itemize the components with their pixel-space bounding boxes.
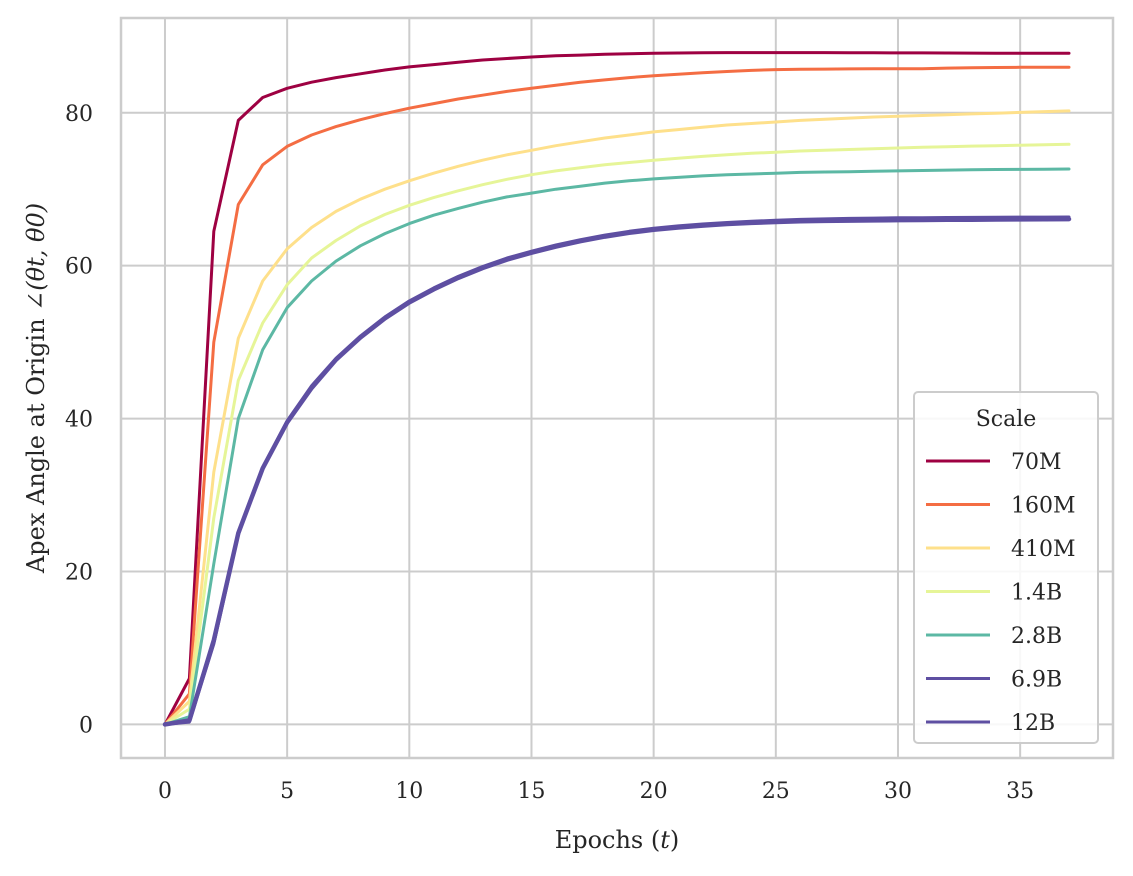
x-tick-label: 30 <box>884 779 912 804</box>
legend: Scale 70M 160M 410M 1.4B 2.8B 6.9B 12B <box>913 391 1099 744</box>
x-tick-label: 25 <box>762 779 790 804</box>
series-line-70m <box>163 51 1071 726</box>
legend-item: 70M <box>926 450 1062 475</box>
legend-label: 12B <box>1011 711 1055 736</box>
y-tick-label: 0 <box>79 713 93 738</box>
x-tick-label: 0 <box>158 779 172 804</box>
legend-label: 6.9B <box>1011 668 1062 693</box>
x-tick-label: 10 <box>395 779 423 804</box>
legend-item: 160M <box>926 494 1076 519</box>
series-line-410m <box>163 109 1071 726</box>
y-tick-label: 20 <box>65 560 93 585</box>
y-tick-label: 80 <box>65 102 93 127</box>
series-line-12b <box>162 216 1072 727</box>
legend-label: 2.8B <box>1011 624 1062 649</box>
series-line-160m <box>163 65 1071 726</box>
legend-item: 410M <box>926 537 1076 562</box>
x-axis-label: Epochs (t) <box>555 826 680 854</box>
legend-title: Scale <box>976 407 1037 432</box>
series-line-2-8b <box>163 167 1071 726</box>
series-line-1-4b <box>163 142 1071 726</box>
legend-box <box>913 391 1099 744</box>
legend-item: 1.4B <box>926 581 1062 606</box>
legend-items: 70M 160M 410M 1.4B 2.8B 6.9B 12B <box>926 450 1076 736</box>
legend-item: 12B <box>926 711 1055 736</box>
legend-label: 1.4B <box>1011 581 1062 606</box>
x-axis-ticks: 0 5 10 15 20 25 30 35 <box>158 779 1034 804</box>
x-tick-label: 20 <box>640 779 668 804</box>
y-axis-ticks: 0 20 40 60 80 <box>65 102 93 739</box>
y-tick-label: 60 <box>65 255 93 280</box>
y-tick-label: 40 <box>65 408 93 433</box>
legend-label: 160M <box>1011 494 1076 519</box>
plot-frame <box>119 16 1115 760</box>
y-axis-label: Apex Angle at Origin ∠(θt, θ0) <box>22 203 50 574</box>
x-tick-label: 35 <box>1006 779 1034 804</box>
x-tick-label: 15 <box>517 779 545 804</box>
legend-item: 2.8B <box>926 624 1062 649</box>
legend-label: 410M <box>1011 537 1076 562</box>
legend-item: 6.9B <box>926 668 1062 693</box>
legend-label: 70M <box>1011 450 1062 475</box>
x-tick-label: 5 <box>280 779 294 804</box>
series-lines <box>162 51 1072 727</box>
